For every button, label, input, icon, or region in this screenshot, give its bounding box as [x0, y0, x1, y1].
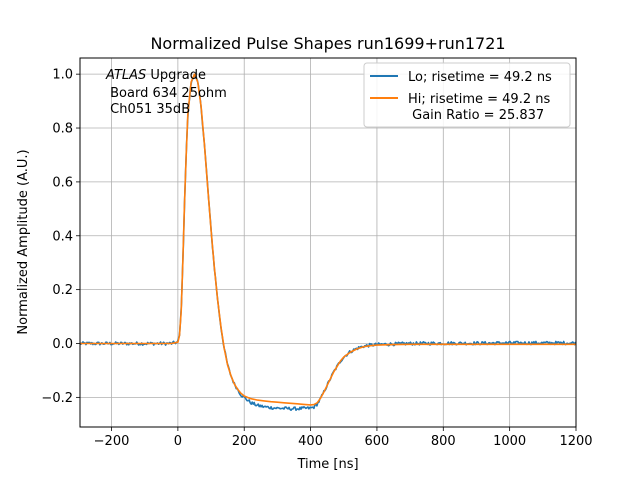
y-tick-label: 1.0 [52, 68, 73, 83]
legend-box [363, 62, 571, 128]
y-tick-label: 0.4 [52, 229, 73, 244]
x-tick-label: 800 [431, 434, 456, 449]
axis-ticks: −200 0 200 400 600 800 1000 1200 −0.2 0.0 0.2 0.4 0.… [41, 68, 592, 449]
x-tick-label: 200 [232, 434, 257, 449]
atlas-label: ATLAS [105, 68, 146, 83]
plot-frame [79, 57, 577, 428]
x-tick-label: 600 [365, 434, 390, 449]
y-axis-label: Normalized Amplitude (A.U.) [16, 149, 31, 334]
series-group [79, 73, 577, 412]
legend-label-hi: Hi; risetime = 49.2 ns [408, 92, 550, 107]
legend-label-lo: Lo; risetime = 49.2 ns [408, 70, 552, 85]
y-tick-label: 0.6 [52, 175, 73, 190]
series-line-hi [80, 73, 576, 406]
x-tick-label: 1000 [493, 434, 526, 449]
annotation-line-2: Board 634 25ohm [106, 86, 227, 101]
legend-label-hi: Gain Ratio = 25.837 [408, 108, 544, 123]
legend: Lo; risetime = 49.2 ns Hi; risetime = 49.… [363, 62, 571, 128]
x-tick-label: 400 [298, 434, 323, 449]
atlas-annotation: ATLAS Upgrade Board 634 25ohm Ch051 35dB [105, 68, 227, 117]
x-tick-label: 0 [174, 434, 182, 449]
y-tick-label: −0.2 [41, 391, 73, 406]
x-tick-label: −200 [94, 434, 130, 449]
annotation-line-1: ATLAS Upgrade [105, 68, 206, 83]
upgrade-label: Upgrade [146, 68, 206, 83]
annotation-line-3: Ch051 35dB [106, 102, 190, 117]
x-tick-label: 1200 [559, 434, 592, 449]
chart-title: Normalized Pulse Shapes run1699+run1721 [150, 34, 505, 53]
y-tick-label: 0.2 [52, 283, 73, 298]
x-axis-label: Time [ns] [296, 457, 358, 472]
y-tick-label: 0.0 [52, 337, 73, 352]
y-tick-label: 0.8 [52, 122, 73, 137]
